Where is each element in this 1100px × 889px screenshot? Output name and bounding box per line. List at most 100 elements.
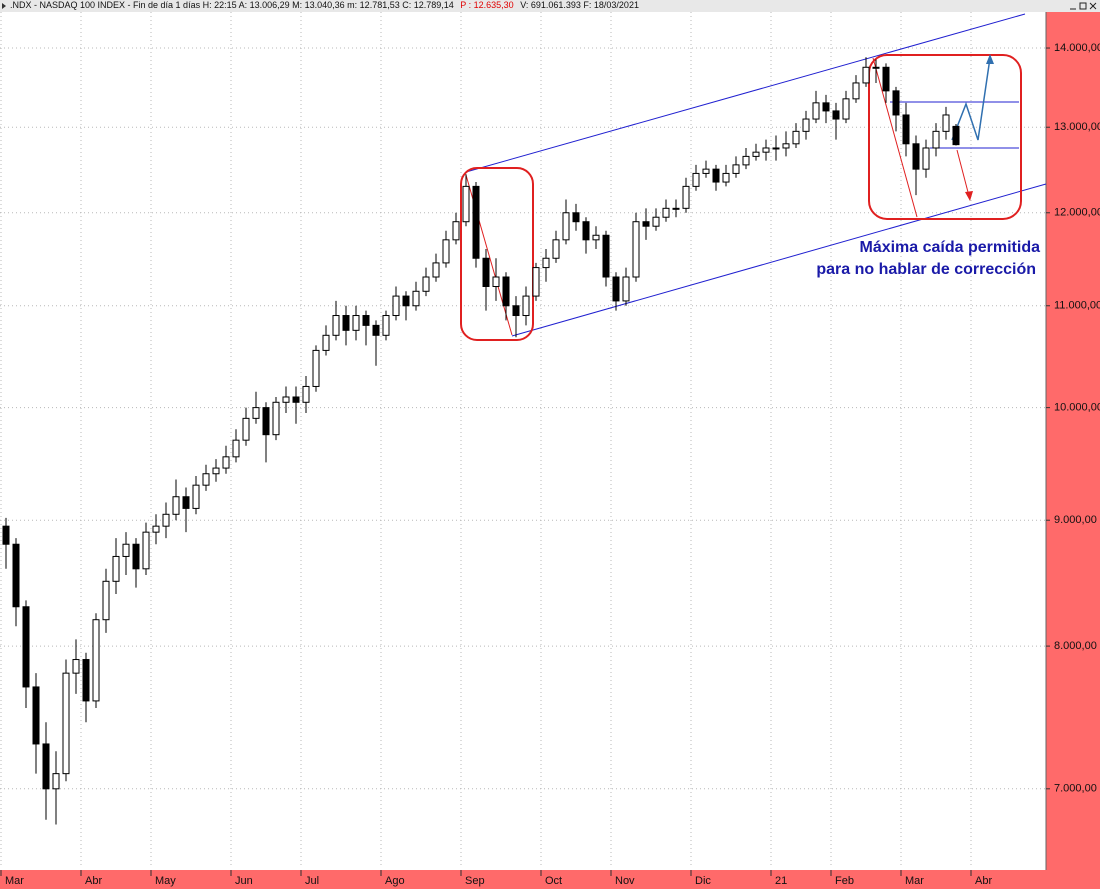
scenario-arrow (951, 57, 991, 141)
candle-body (162, 513, 170, 527)
y-tick-label: 7.000,00 (1054, 783, 1097, 795)
candle-body (92, 619, 100, 702)
candle-body (802, 118, 810, 132)
highlight-box (460, 167, 534, 341)
candle-body (522, 295, 530, 317)
candle-body (342, 315, 350, 331)
y-tick-label: 13.000,00 (1054, 121, 1100, 133)
candle-body (72, 659, 80, 674)
candle-body (442, 239, 450, 264)
candle-body (772, 147, 780, 150)
arrow-head (965, 191, 973, 201)
candle-body (272, 401, 280, 436)
candle-body (372, 324, 380, 336)
y-tick-label: 9.000,00 (1054, 514, 1097, 526)
header-volume: V: 691.061.393 F: 18/03/2021 (520, 0, 639, 10)
candle-body (832, 110, 840, 120)
candle-body (462, 185, 470, 223)
x-tick-label: Abr (85, 875, 102, 887)
candle-body (602, 234, 610, 278)
window-buttons[interactable] (1070, 2, 1097, 10)
candle-body (842, 98, 850, 120)
title-bar (0, 0, 1100, 12)
candle-body (702, 168, 710, 174)
candle-body (422, 276, 430, 292)
candle-body (382, 315, 390, 336)
candle-body (152, 525, 160, 533)
candle-body (552, 239, 560, 259)
x-tick-label: Jul (305, 875, 319, 887)
candle-body (262, 407, 270, 436)
candle-body (302, 385, 310, 403)
y-tick-label: 12.000,00 (1054, 207, 1100, 219)
candle-body (752, 151, 760, 157)
candle-body (712, 168, 720, 183)
candle-body (32, 686, 40, 745)
candle-body (632, 221, 640, 278)
y-tick-label: 10.000,00 (1054, 402, 1100, 414)
candle-body (312, 349, 320, 387)
candle-body (252, 407, 260, 419)
candle-body (882, 66, 890, 92)
annotation: para no hablar de corrección (816, 261, 1036, 278)
candle-body (212, 467, 220, 475)
x-tick-label: Feb (835, 875, 854, 887)
candle-body (922, 147, 930, 170)
candle-body (722, 172, 730, 183)
menu-icon[interactable] (2, 3, 6, 9)
candle-body (182, 496, 190, 509)
candle-body (222, 456, 230, 469)
header-info: .NDX - NASDAQ 100 INDEX - Fin de día 1 d… (10, 0, 454, 10)
candle-body (202, 473, 210, 486)
candle-body (542, 257, 550, 269)
candle-body (592, 234, 600, 241)
x-tick-label: Mar (5, 875, 24, 887)
candle-body (2, 525, 10, 545)
candle-body (862, 66, 870, 84)
x-tick-label: Sep (465, 875, 485, 887)
candle-body (232, 439, 240, 458)
candle-body (12, 543, 20, 608)
candle-body (172, 496, 180, 515)
candle-body (332, 315, 340, 336)
candle-body (732, 164, 740, 174)
candle-body (672, 207, 680, 210)
candle-body (392, 295, 400, 317)
drawdown-line (872, 57, 918, 218)
candle-body (242, 417, 250, 441)
x-tick-label: Abr (975, 875, 992, 887)
annotation: Máxima caída permitida (859, 239, 1040, 256)
candle-body (512, 305, 520, 317)
candle-body (622, 276, 630, 302)
candle-body (52, 773, 60, 790)
candle-body (432, 262, 440, 278)
candle-body (612, 276, 620, 302)
y-tick-label: 8.000,00 (1054, 640, 1097, 652)
candle-body (792, 130, 800, 145)
candle-body (692, 172, 700, 187)
candle-body (902, 114, 910, 145)
x-tick-label: Jun (235, 875, 253, 887)
candle-body (572, 212, 580, 223)
candle-body (892, 90, 900, 116)
candle-body (102, 580, 110, 621)
candle-body (62, 672, 70, 775)
candle-body (132, 543, 140, 570)
arrow-head (986, 54, 994, 64)
highlight-box (868, 54, 1022, 220)
x-tick-label: Nov (615, 875, 635, 887)
candle-body (852, 82, 860, 100)
scenario-arrow (956, 149, 970, 197)
x-tick-label: Ago (385, 875, 405, 887)
candle-body (402, 295, 410, 307)
header-price: P : 12.635,30 (460, 0, 513, 10)
candle-body (642, 221, 650, 227)
x-tick-label: Oct (545, 875, 562, 887)
candle-body (412, 290, 420, 307)
candle-body (782, 143, 790, 149)
candle-body (452, 221, 460, 241)
candle-body (812, 102, 820, 120)
candle-body (872, 66, 880, 69)
candle-body (352, 315, 360, 331)
